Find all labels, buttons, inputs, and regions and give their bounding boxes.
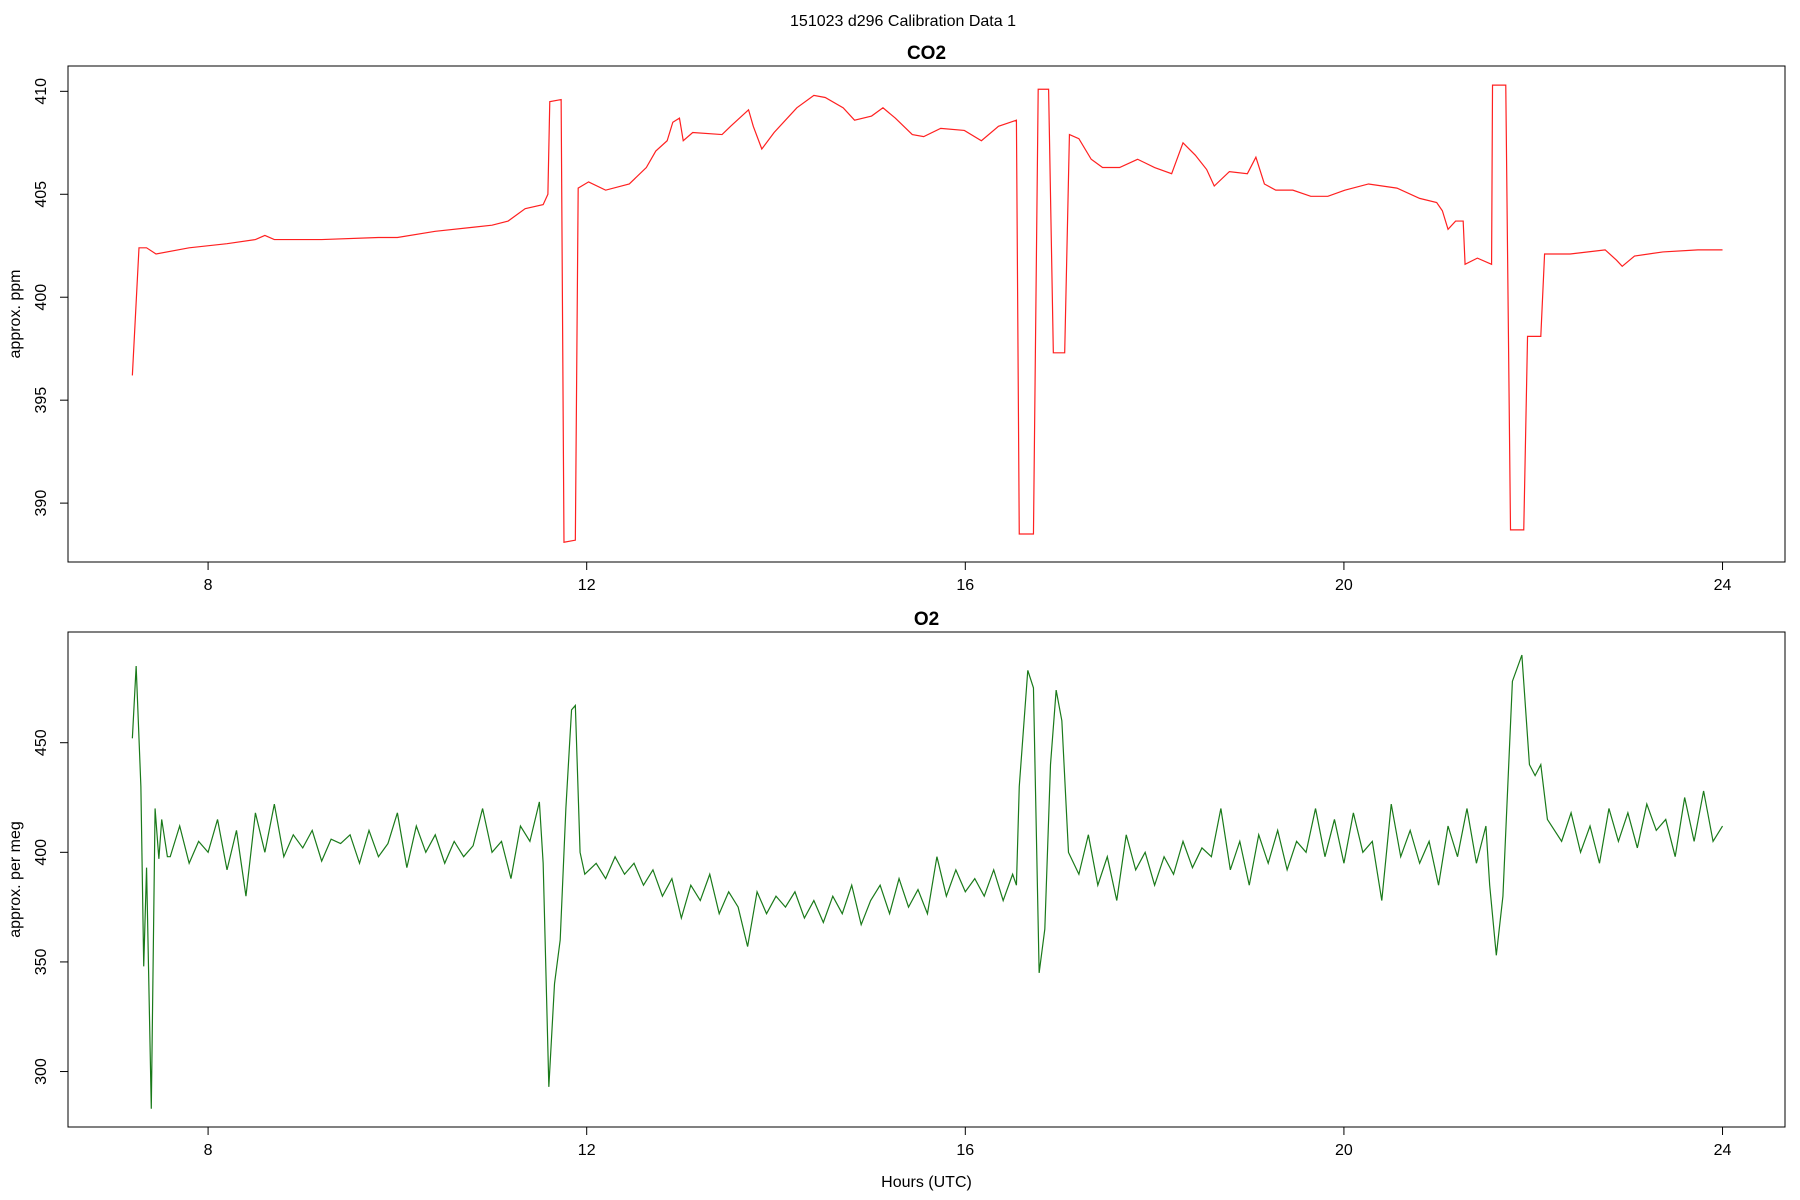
x-axis-label: Hours (UTC): [881, 1174, 972, 1191]
x-tick-label: 8: [204, 577, 213, 594]
x-tick-label: 24: [1714, 577, 1732, 594]
y-axis-label: approx. per meg: [7, 821, 24, 938]
y-tick-label: 450: [33, 729, 50, 756]
x-tick-label: 12: [578, 1142, 596, 1159]
y-tick-label: 350: [33, 948, 50, 975]
y-tick-label: 300: [33, 1058, 50, 1085]
panel-title: CO2: [907, 43, 946, 64]
y-tick-label: 395: [33, 387, 50, 414]
y-tick-label: 400: [33, 839, 50, 866]
figure-title: 151023 d296 Calibration Data 1: [790, 13, 1016, 30]
plot-frame: [67, 65, 1786, 563]
y-tick-label: 390: [33, 490, 50, 517]
y-axis-label: approx. ppm: [7, 270, 24, 359]
y-tick-label: 405: [33, 181, 50, 208]
x-tick-label: 12: [578, 577, 596, 594]
panel-title: O2: [914, 609, 939, 630]
data-line: [131, 84, 1723, 543]
x-tick-label: 16: [956, 577, 974, 594]
x-tick-label: 20: [1335, 1142, 1353, 1159]
x-tick-label: 24: [1714, 1142, 1732, 1159]
x-tick-label: 8: [204, 1142, 213, 1159]
plot-frame: [67, 631, 1786, 1128]
data-line: [131, 654, 1724, 1109]
x-tick-label: 16: [956, 1142, 974, 1159]
x-tick-label: 20: [1335, 577, 1353, 594]
y-tick-label: 410: [33, 78, 50, 105]
y-tick-label: 400: [33, 284, 50, 311]
